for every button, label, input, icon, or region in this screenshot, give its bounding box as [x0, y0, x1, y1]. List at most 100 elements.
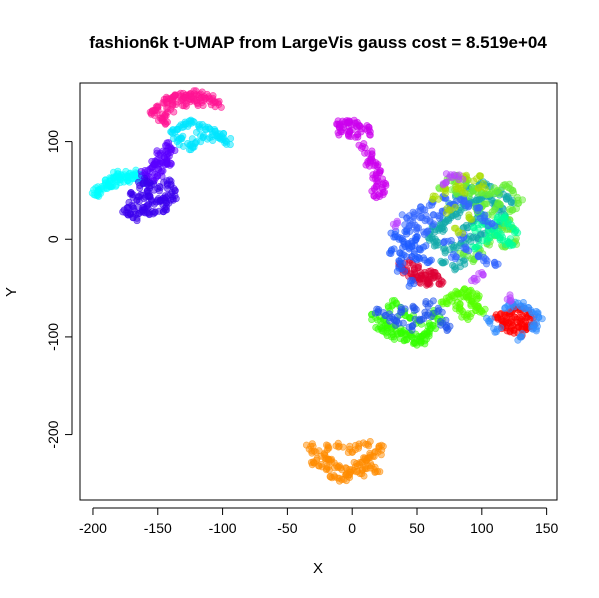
data-point [374, 316, 382, 324]
data-point [465, 287, 473, 295]
data-point [412, 236, 420, 244]
data-point [490, 325, 498, 333]
data-point [474, 221, 482, 229]
data-point [452, 305, 460, 313]
data-point [470, 177, 478, 185]
data-point [170, 108, 178, 116]
data-point [411, 315, 419, 323]
data-point [187, 93, 195, 101]
data-point [158, 115, 166, 123]
data-point [377, 451, 385, 459]
data-point [481, 211, 489, 219]
data-point [497, 324, 505, 332]
data-point [403, 336, 411, 344]
data-point [409, 261, 417, 269]
data-point [479, 270, 487, 278]
data-point [507, 296, 515, 304]
data-point [456, 263, 464, 271]
data-point [517, 333, 525, 341]
data-point [105, 181, 113, 189]
data-point [457, 289, 465, 297]
data-point [529, 325, 537, 333]
data-point [154, 106, 162, 114]
data-point [466, 313, 474, 321]
data-point [171, 147, 179, 155]
data-point [405, 224, 413, 232]
data-point [157, 168, 165, 176]
data-point [488, 220, 496, 228]
y-tick-label: -100 [45, 323, 61, 351]
data-point [221, 139, 229, 147]
data-point [322, 441, 330, 449]
data-point [377, 441, 385, 449]
data-point [144, 193, 152, 201]
data-point [163, 118, 171, 126]
data-point [334, 474, 342, 482]
data-point [435, 306, 443, 314]
data-point [440, 238, 448, 246]
data-point [430, 309, 438, 317]
data-point [399, 319, 407, 327]
data-point [465, 211, 473, 219]
data-point [442, 170, 450, 178]
x-tick-label: -50 [277, 520, 297, 536]
data-point [495, 228, 503, 236]
y-tick-label: -200 [45, 420, 61, 448]
x-tick-label: 50 [409, 520, 425, 536]
data-point [150, 186, 158, 194]
data-point [505, 194, 513, 202]
data-point [518, 196, 526, 204]
data-point [452, 244, 460, 252]
x-tick-label: 0 [348, 520, 356, 536]
data-point [423, 215, 431, 223]
data-point [456, 300, 464, 308]
data-point [200, 96, 208, 104]
data-point [372, 170, 380, 178]
data-point [486, 234, 494, 242]
data-point [412, 226, 420, 234]
data-point [481, 184, 489, 192]
data-point [206, 125, 214, 133]
data-point [346, 442, 354, 450]
data-point [419, 205, 427, 213]
data-point [471, 245, 479, 253]
data-point [464, 203, 472, 211]
data-point [417, 212, 425, 220]
data-point [450, 224, 458, 232]
data-point [429, 211, 437, 219]
data-point [390, 335, 398, 343]
data-point [390, 296, 398, 304]
data-point [481, 200, 489, 208]
data-point [456, 209, 464, 217]
data-point [482, 260, 490, 268]
data-point [496, 234, 504, 242]
data-point [167, 160, 175, 168]
data-point [462, 243, 470, 251]
data-point [429, 268, 437, 276]
data-point [520, 304, 528, 312]
data-point [445, 206, 453, 214]
data-point [334, 443, 342, 451]
data-point [435, 280, 443, 288]
data-point [432, 237, 440, 245]
data-point [355, 141, 363, 149]
data-point [430, 220, 438, 228]
data-point [409, 218, 417, 226]
data-point [429, 195, 437, 203]
data-point [474, 184, 482, 192]
data-point [175, 141, 183, 149]
data-point [365, 162, 373, 170]
data-point [373, 305, 381, 313]
data-point [443, 216, 451, 224]
points-layer [88, 87, 546, 485]
data-point [370, 465, 378, 473]
data-point [346, 128, 354, 136]
data-point [170, 185, 178, 193]
data-point [362, 440, 370, 448]
data-point [342, 471, 350, 479]
data-point [335, 463, 343, 471]
data-point [308, 440, 316, 448]
data-point [211, 103, 219, 111]
data-point [470, 275, 478, 283]
